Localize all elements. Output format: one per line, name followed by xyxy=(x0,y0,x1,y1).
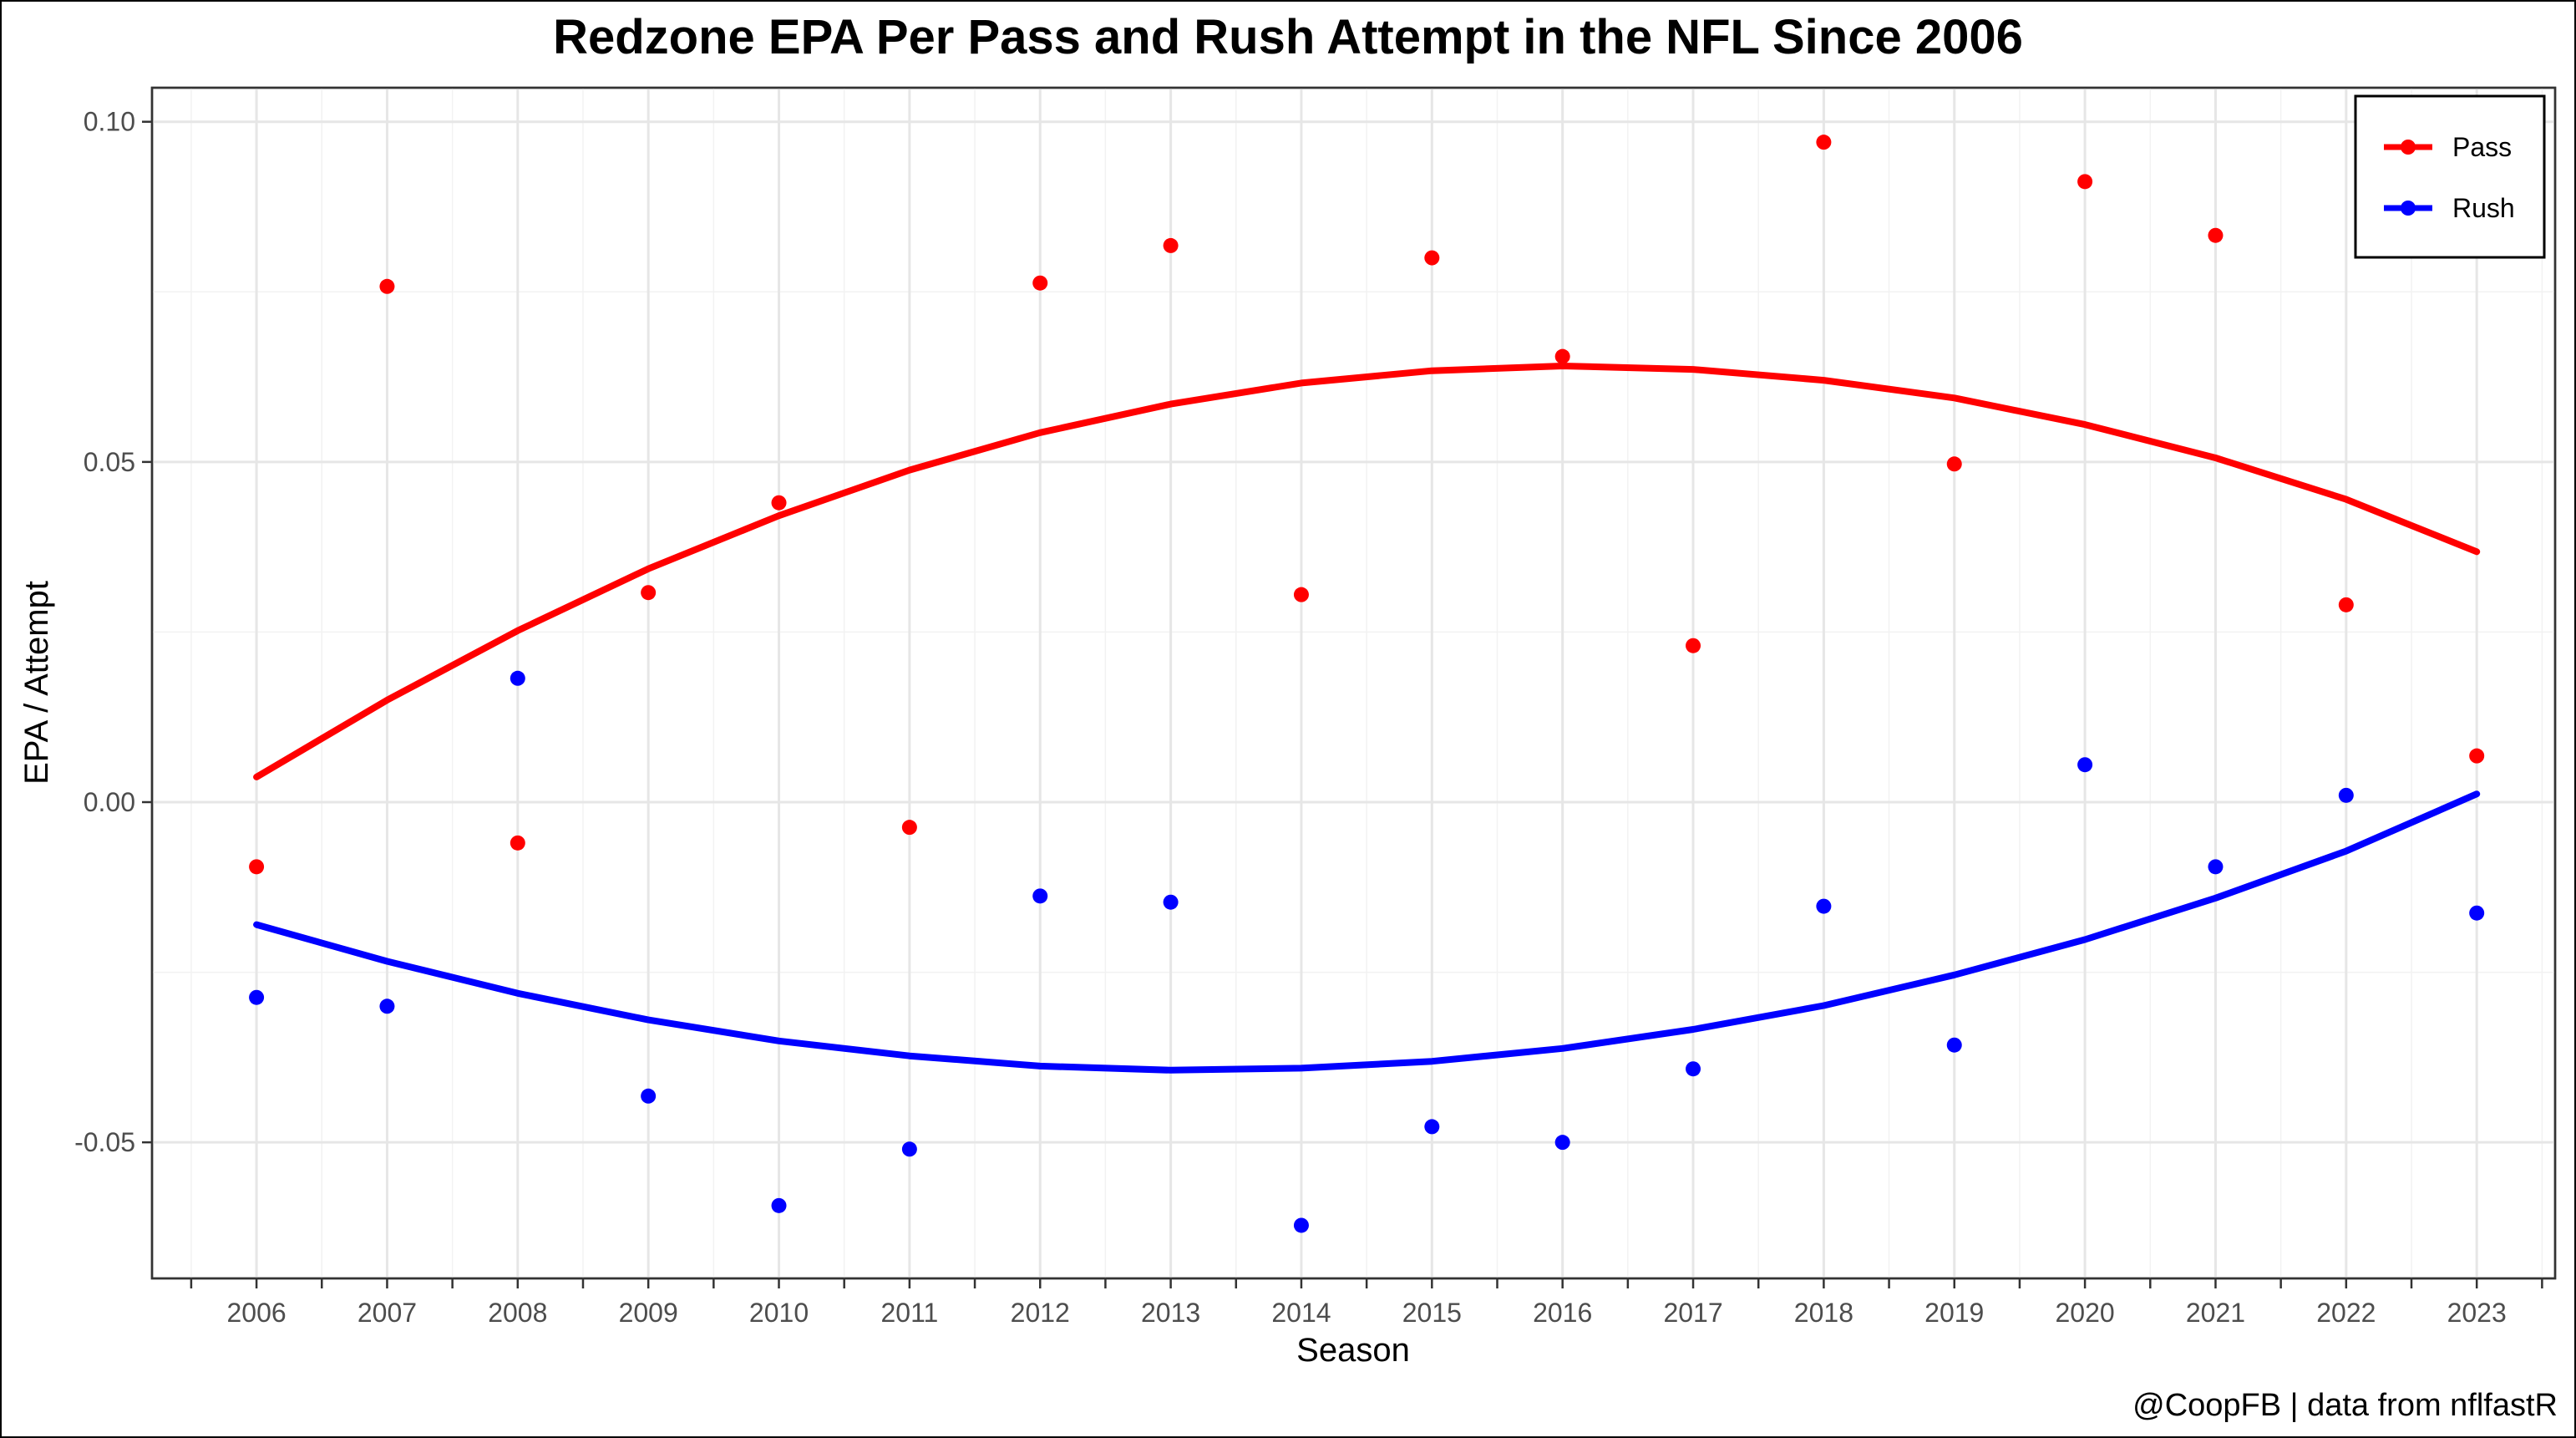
x-tick-label: 2021 xyxy=(2186,1298,2245,1328)
pass-point xyxy=(1032,275,1048,291)
pass-point xyxy=(901,820,917,836)
y-tick-label: -0.05 xyxy=(74,1127,135,1157)
x-tick-label: 2019 xyxy=(1924,1298,1984,1328)
pass-point xyxy=(2338,597,2354,612)
pass-point xyxy=(1424,250,1440,266)
x-tick-label: 2018 xyxy=(1794,1298,1853,1328)
legend-pass-label: Pass xyxy=(2452,132,2512,162)
pass-point xyxy=(1686,638,1701,653)
x-tick-label: 2012 xyxy=(1011,1298,1070,1328)
legend-box xyxy=(2354,94,2546,259)
pass-point xyxy=(771,495,787,511)
rush-point xyxy=(2208,859,2224,875)
rush-point xyxy=(901,1141,917,1157)
pass-point xyxy=(1946,456,1962,472)
x-tick-label: 2013 xyxy=(1141,1298,1200,1328)
x-tick-label: 2023 xyxy=(2447,1298,2507,1328)
legend: Pass Rush xyxy=(2354,94,2546,259)
legend-rush-key-dot xyxy=(2401,201,2416,216)
rush-point xyxy=(1946,1037,1962,1053)
rush-point xyxy=(2469,905,2485,921)
x-tick-label: 2017 xyxy=(1663,1298,1722,1328)
x-axis-ticks: 2006 2007 2008 2009 2010 2011 2012 2013 2014 2015… xyxy=(190,1278,2543,1328)
y-tick-label: 0.00 xyxy=(84,787,135,817)
x-tick-label: 2020 xyxy=(2056,1298,2115,1328)
x-tick-label: 2006 xyxy=(226,1298,286,1328)
data-points xyxy=(249,135,2485,1233)
rush-point xyxy=(2077,757,2093,773)
trend-lines xyxy=(253,363,2481,1074)
pass-point xyxy=(2077,174,2093,190)
legend-item-pass: Pass xyxy=(2384,132,2512,162)
rush-point xyxy=(1554,1135,1570,1151)
x-axis-label: Season xyxy=(1296,1332,1410,1369)
x-tick-label: 2009 xyxy=(619,1298,678,1328)
y-tick-label: 0.05 xyxy=(84,447,135,477)
y-tick-label: 0.10 xyxy=(84,107,135,137)
pass-point xyxy=(1554,348,1570,364)
rush-point xyxy=(1816,898,1832,914)
pass-point xyxy=(2469,748,2485,764)
pass-trend-line xyxy=(253,363,2481,780)
rush-point xyxy=(1424,1119,1440,1135)
legend-pass-key-dot xyxy=(2401,140,2416,155)
y-axis-ticks: -0.05 0.00 0.05 0.10 xyxy=(74,107,152,1157)
rush-point xyxy=(1686,1061,1701,1077)
x-tick-label: 2016 xyxy=(1533,1298,1592,1328)
rush-point xyxy=(641,1088,657,1104)
y-axis-label: EPA / Attempt xyxy=(18,581,55,785)
legend-rush-label: Rush xyxy=(2452,193,2515,223)
plot-panel-border xyxy=(150,86,2557,1280)
chart-caption: @CoopFB | data from nflfastR xyxy=(2132,1388,2558,1423)
rush-point xyxy=(1293,1217,1309,1233)
pass-point xyxy=(379,278,395,294)
pass-point xyxy=(1816,135,1832,150)
rush-point xyxy=(1032,888,1048,904)
x-tick-label: 2008 xyxy=(488,1298,547,1328)
legend-item-rush: Rush xyxy=(2384,193,2515,223)
pass-point xyxy=(1163,237,1179,253)
x-tick-label: 2015 xyxy=(1402,1298,1462,1328)
chart-title: Redzone EPA Per Pass and Rush Attempt in… xyxy=(553,10,2023,64)
x-tick-label: 2011 xyxy=(880,1298,938,1328)
rush-point xyxy=(510,670,525,686)
x-tick-label: 2007 xyxy=(357,1298,417,1328)
pass-point xyxy=(2208,227,2224,243)
pass-point xyxy=(1293,587,1309,602)
plot-panel xyxy=(150,86,2557,1280)
pass-point xyxy=(641,585,657,601)
rush-point xyxy=(1163,894,1179,910)
x-tick-label: 2022 xyxy=(2316,1298,2376,1328)
minor-gridlines xyxy=(152,88,2555,1278)
x-tick-label: 2014 xyxy=(1271,1298,1331,1328)
rush-point xyxy=(379,998,395,1014)
rush-point xyxy=(2338,787,2354,803)
x-tick-label: 2010 xyxy=(749,1298,809,1328)
pass-point xyxy=(249,859,265,875)
rush-point xyxy=(771,1197,787,1213)
pass-point xyxy=(510,835,525,851)
rush-trend-line xyxy=(253,790,2481,1074)
rush-point xyxy=(249,989,265,1005)
